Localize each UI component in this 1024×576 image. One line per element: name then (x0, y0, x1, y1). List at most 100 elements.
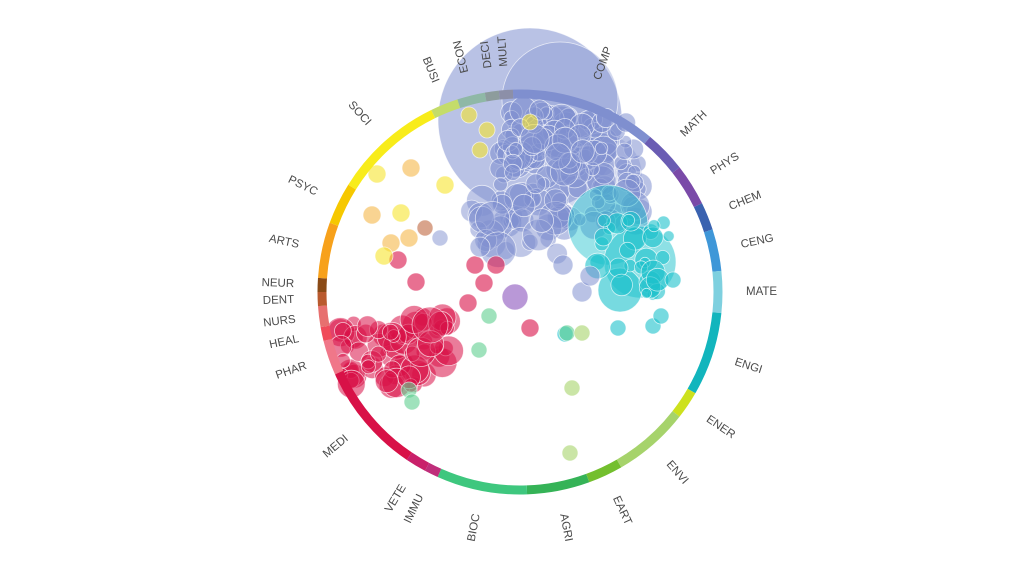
bubble[interactable] (610, 273, 633, 297)
bubble[interactable] (486, 255, 506, 275)
bubble[interactable] (563, 379, 581, 397)
bubble[interactable] (525, 173, 547, 195)
bubble[interactable] (399, 228, 419, 248)
bubble[interactable] (391, 203, 411, 223)
bubble[interactable] (529, 208, 554, 233)
bubble[interactable] (544, 142, 572, 170)
bubble[interactable] (362, 205, 382, 225)
bubble[interactable] (416, 219, 434, 237)
ring-segment-mate[interactable] (712, 270, 723, 314)
ring-segment-chem[interactable] (693, 203, 713, 233)
ring-segment-agri[interactable] (526, 473, 590, 495)
subject-label-vete: VETE (383, 482, 409, 514)
bubble[interactable] (573, 213, 587, 227)
bubble[interactable] (594, 227, 613, 247)
ring-segment-heal[interactable] (320, 325, 333, 341)
ring-segment-nurs[interactable] (317, 305, 330, 328)
bubble[interactable] (573, 324, 591, 342)
ring-segment-phys[interactable] (672, 167, 703, 208)
bubble[interactable] (435, 175, 455, 195)
bubble[interactable] (470, 341, 488, 359)
bubble[interactable] (360, 359, 376, 375)
bubble[interactable] (662, 230, 675, 243)
ring-segment-deci[interactable] (484, 90, 500, 102)
subject-label-dent: DENT (263, 294, 295, 307)
ring-segment-phar[interactable] (323, 338, 344, 375)
bubble[interactable] (374, 246, 394, 266)
bubble[interactable] (374, 369, 399, 394)
bubble[interactable] (594, 141, 609, 156)
bubble[interactable] (474, 273, 494, 293)
ring-segment-immu[interactable] (424, 462, 442, 477)
subject-label-arts: ARTS (268, 233, 301, 251)
ring-segment-arts[interactable] (317, 222, 339, 279)
bubble[interactable] (561, 444, 579, 462)
bubble[interactable] (543, 188, 568, 212)
bubble[interactable] (612, 178, 642, 208)
ring-segment-econ[interactable] (457, 92, 487, 108)
subject-label-heal: HEAL (268, 333, 300, 351)
subject-label-phys: PHYS (708, 150, 741, 177)
bubble[interactable] (431, 229, 449, 247)
subject-label-mult: MULT (496, 36, 510, 67)
ring-segment-comp[interactable] (512, 89, 651, 144)
subject-label-mate: MATE (746, 286, 777, 298)
bubble[interactable] (597, 213, 611, 228)
subject-label-ceng: CENG (740, 232, 775, 251)
subject-label-soci: SOCI (345, 99, 373, 128)
bubble[interactable] (552, 254, 574, 276)
bubble[interactable] (474, 201, 511, 237)
bubble[interactable] (641, 287, 652, 299)
ring-segment-envi[interactable] (616, 411, 680, 468)
ring-segment-mult[interactable] (498, 89, 514, 100)
ring-segment-psyc[interactable] (329, 184, 356, 226)
bubble[interactable] (478, 121, 496, 139)
bubble[interactable] (403, 393, 421, 411)
bubble[interactable] (411, 306, 449, 344)
ring-segment-eart[interactable] (586, 459, 622, 483)
bubble[interactable] (367, 164, 387, 184)
subject-label-agri: AGRI (557, 513, 574, 543)
bubble[interactable] (579, 265, 601, 287)
bubble[interactable] (501, 283, 529, 311)
ring-segment-medi[interactable] (335, 370, 412, 460)
ring-segment-engi[interactable] (687, 312, 722, 394)
ring-segment-ceng[interactable] (704, 229, 722, 272)
bubble[interactable] (406, 272, 426, 292)
bubble[interactable] (570, 139, 595, 164)
bubble[interactable] (465, 255, 485, 275)
bubble[interactable] (504, 163, 522, 181)
ring-segment-vete[interactable] (406, 452, 430, 471)
subject-label-deci: DECI (479, 40, 495, 69)
bubble[interactable] (480, 307, 498, 325)
bubble[interactable] (622, 213, 635, 227)
subject-label-medi: MEDI (321, 433, 351, 461)
bubble[interactable] (520, 318, 540, 338)
bubble[interactable] (615, 142, 634, 160)
bubble[interactable] (652, 307, 670, 325)
bubble[interactable] (356, 315, 379, 337)
bubble[interactable] (471, 141, 489, 159)
bubble[interactable] (609, 319, 627, 337)
ring-segment-soci[interactable] (348, 109, 436, 190)
ring-segment-math[interactable] (644, 136, 680, 173)
bubble[interactable] (619, 241, 636, 259)
ring-segment-busi[interactable] (431, 99, 461, 119)
bubble[interactable] (458, 293, 478, 313)
bubble[interactable] (647, 219, 661, 233)
bubble[interactable] (558, 324, 576, 342)
bubble[interactable] (590, 194, 606, 210)
bubble[interactable] (512, 193, 536, 218)
bubble[interactable] (370, 345, 387, 363)
bubble[interactable] (469, 236, 491, 258)
subject-label-engi: ENGI (733, 356, 763, 376)
ring-segment-bioc[interactable] (437, 468, 528, 495)
bubble[interactable] (382, 323, 399, 341)
ring-segment-ener[interactable] (672, 388, 696, 417)
bubble[interactable] (401, 158, 421, 178)
bubble[interactable] (460, 106, 478, 124)
bubble[interactable] (493, 177, 508, 192)
bubble[interactable] (521, 113, 539, 131)
bubble[interactable] (664, 271, 682, 289)
